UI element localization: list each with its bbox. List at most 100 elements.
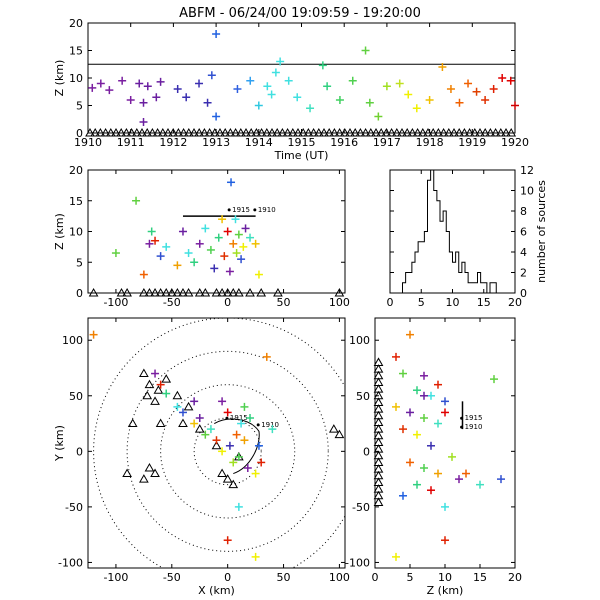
source-point xyxy=(506,76,515,85)
y-tick-label: 10 xyxy=(69,226,83,239)
source-point xyxy=(206,425,215,434)
source-point xyxy=(233,85,242,93)
station-marker xyxy=(287,127,298,137)
source-point xyxy=(392,552,400,561)
source-point xyxy=(151,369,160,378)
station-marker xyxy=(88,287,99,297)
y-tick-label: 50 xyxy=(69,390,83,403)
y-axis-label: Z (km) xyxy=(53,213,66,250)
station-marker xyxy=(204,127,215,137)
source-point xyxy=(225,267,234,276)
source-point xyxy=(348,76,357,85)
source-point xyxy=(427,486,435,495)
source-point xyxy=(399,425,407,434)
source-point xyxy=(406,408,414,417)
source-point xyxy=(420,464,428,472)
source-point xyxy=(156,77,165,86)
station-marker xyxy=(397,127,407,137)
y-tick-label: -50 xyxy=(352,501,370,514)
source-point xyxy=(267,90,276,99)
station-marker xyxy=(454,127,465,137)
station-marker xyxy=(173,127,184,137)
source-point xyxy=(182,93,191,102)
station-marker xyxy=(386,127,397,137)
station-marker xyxy=(222,474,233,483)
station-marker xyxy=(90,127,101,137)
y-tick-label: 0 xyxy=(520,287,527,300)
station-marker xyxy=(139,474,149,483)
y-tick-label: 8 xyxy=(520,205,527,218)
source-point xyxy=(96,79,105,88)
source-point xyxy=(254,101,263,110)
annotation-label: 1910 xyxy=(465,423,483,431)
source-point xyxy=(234,230,243,239)
source-point xyxy=(126,96,135,104)
source-point xyxy=(420,414,428,422)
source-point xyxy=(464,79,473,88)
source-point xyxy=(218,447,227,456)
x-tick-label: 1919 xyxy=(458,136,486,149)
source-point xyxy=(254,270,263,279)
source-point xyxy=(399,491,407,500)
source-point xyxy=(152,93,161,102)
source-point xyxy=(143,82,152,91)
y-axis-label: Y (km) xyxy=(53,425,66,462)
source-point xyxy=(201,224,210,233)
x-axis-label: Time (UT) xyxy=(274,149,329,162)
station-marker xyxy=(449,127,459,137)
source-point xyxy=(105,86,114,95)
range-ring xyxy=(193,417,262,486)
x-tick-label: 100 xyxy=(329,571,350,584)
annotation-dot xyxy=(256,423,260,427)
station-marker xyxy=(329,127,340,137)
x-tick-label: 5 xyxy=(407,571,414,584)
station-marker xyxy=(122,468,132,478)
station-marker xyxy=(228,479,239,489)
x-tick-label: 0 xyxy=(387,296,394,309)
source-point xyxy=(438,63,447,71)
source-point xyxy=(462,469,470,478)
station-marker xyxy=(228,287,239,297)
source-point xyxy=(139,118,148,126)
station-marker xyxy=(217,287,227,297)
chart-title: ABFM - 06/24/00 19:09:59 - 19:20:00 xyxy=(179,6,421,21)
station-marker xyxy=(328,424,339,433)
y-tick-label: 6 xyxy=(520,226,527,239)
source-point xyxy=(225,441,234,450)
source-point xyxy=(472,87,481,96)
x-tick-label: 1912 xyxy=(159,136,187,149)
x-tick-label: 1917 xyxy=(373,136,401,149)
x-tick-label: 1914 xyxy=(245,136,273,149)
source-point xyxy=(413,386,421,395)
annotation-label: 1910 xyxy=(258,206,276,214)
source-point xyxy=(118,76,127,85)
source-point xyxy=(413,430,421,439)
x-tick-label: 1918 xyxy=(416,136,444,149)
source-point xyxy=(147,227,156,236)
source-point xyxy=(223,227,232,236)
x-tick-label: 100 xyxy=(329,296,350,309)
annotation-dot xyxy=(460,425,464,429)
source-point xyxy=(455,98,464,107)
annotation-dot xyxy=(227,208,231,212)
source-point xyxy=(441,408,449,417)
y-tick-label: 0 xyxy=(76,287,83,300)
annotation-label: 1915 xyxy=(232,206,250,214)
source-point xyxy=(173,85,182,93)
source-point xyxy=(151,236,160,245)
station-marker xyxy=(506,127,517,137)
source-point xyxy=(490,375,498,384)
station-marker xyxy=(324,127,335,137)
station-marker xyxy=(144,379,155,389)
chart-panels: 1910 1911 1912 1913 1914 1915 1916 1917 1918 1919… xyxy=(53,17,548,597)
source-point xyxy=(88,83,97,92)
x-tick-label: -50 xyxy=(163,296,181,309)
source-point xyxy=(246,414,255,422)
source-point xyxy=(212,436,221,445)
source-point xyxy=(268,425,277,434)
source-point xyxy=(239,242,248,251)
station-marker xyxy=(334,429,345,439)
flash-outline xyxy=(214,418,260,475)
y-tick-label: 0 xyxy=(76,127,83,140)
station-marker xyxy=(433,127,444,137)
